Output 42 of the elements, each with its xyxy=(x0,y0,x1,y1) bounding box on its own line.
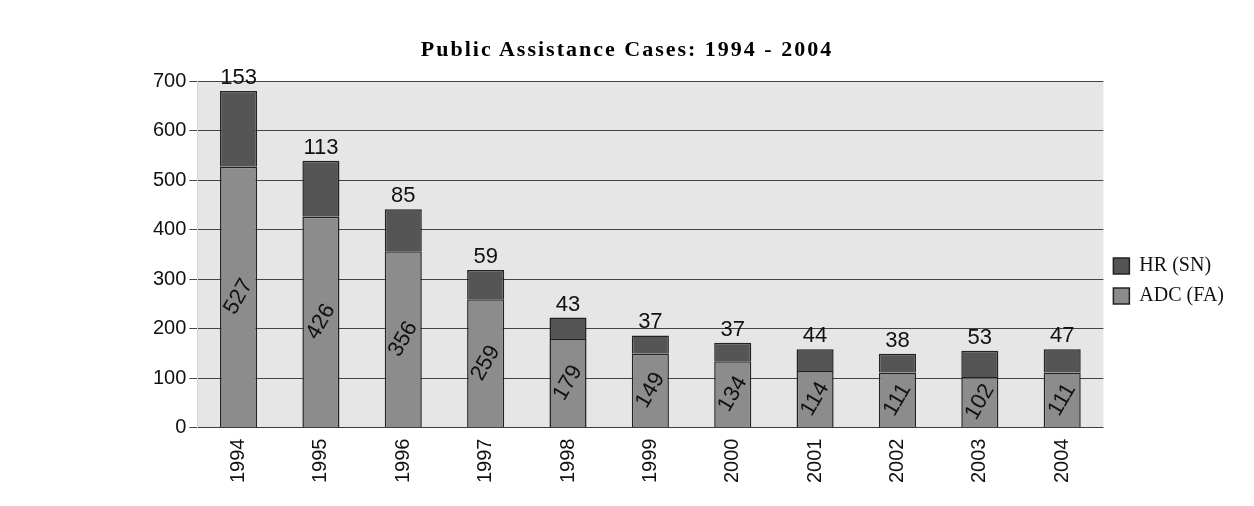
data-label: 134 xyxy=(711,371,752,416)
data-label: 43 xyxy=(555,290,581,316)
data-label: 53 xyxy=(967,323,993,349)
y-tick-label: 300 xyxy=(152,266,187,289)
y-tick-label: 100 xyxy=(152,365,187,388)
y-tick-label: 0 xyxy=(175,415,187,438)
data-label: 111 xyxy=(877,378,916,420)
data-label: 527 xyxy=(217,273,258,319)
y-tick-label: 400 xyxy=(152,217,187,240)
x-tick-label: 2002 xyxy=(884,438,907,484)
x-tick-label: 1995 xyxy=(308,438,331,484)
data-label: 44 xyxy=(802,322,828,348)
y-tick-label: 700 xyxy=(152,68,187,91)
data-label: 114 xyxy=(794,376,834,420)
x-tick-label: 1997 xyxy=(473,438,496,484)
y-tick-label: 600 xyxy=(152,118,187,141)
y-tick-label: 500 xyxy=(152,167,187,190)
data-label: 149 xyxy=(629,367,670,412)
data-label: 113 xyxy=(303,133,339,159)
legend-label: ADC (FA) xyxy=(1139,283,1225,307)
data-label: 179 xyxy=(546,360,587,405)
data-label: 111 xyxy=(1041,378,1081,420)
data-label: 259 xyxy=(464,340,505,385)
data-label: 356 xyxy=(382,316,423,361)
x-tick-label: 2000 xyxy=(720,438,743,484)
x-tick-label: 1996 xyxy=(390,438,413,484)
y-tick-label: 200 xyxy=(152,316,187,339)
x-tick-label: 1999 xyxy=(637,438,660,484)
x-tick-label: 2004 xyxy=(1049,438,1072,484)
data-label: 59 xyxy=(473,243,498,269)
x-tick-label: 2001 xyxy=(802,438,825,484)
data-label: 102 xyxy=(958,379,999,424)
x-tick-label: 2003 xyxy=(967,438,990,484)
data-label: 426 xyxy=(299,298,340,344)
data-label: 38 xyxy=(885,326,910,352)
x-tick-label: 1994 xyxy=(226,438,249,484)
data-label: 47 xyxy=(1049,322,1075,348)
data-label: 85 xyxy=(391,182,416,208)
chart-title: Public Assistance Cases: 1994 - 2004 xyxy=(420,36,834,61)
x-tick-label: 1998 xyxy=(555,438,578,484)
data-label: 37 xyxy=(638,308,663,334)
legend-label: HR (SN) xyxy=(1139,253,1212,277)
